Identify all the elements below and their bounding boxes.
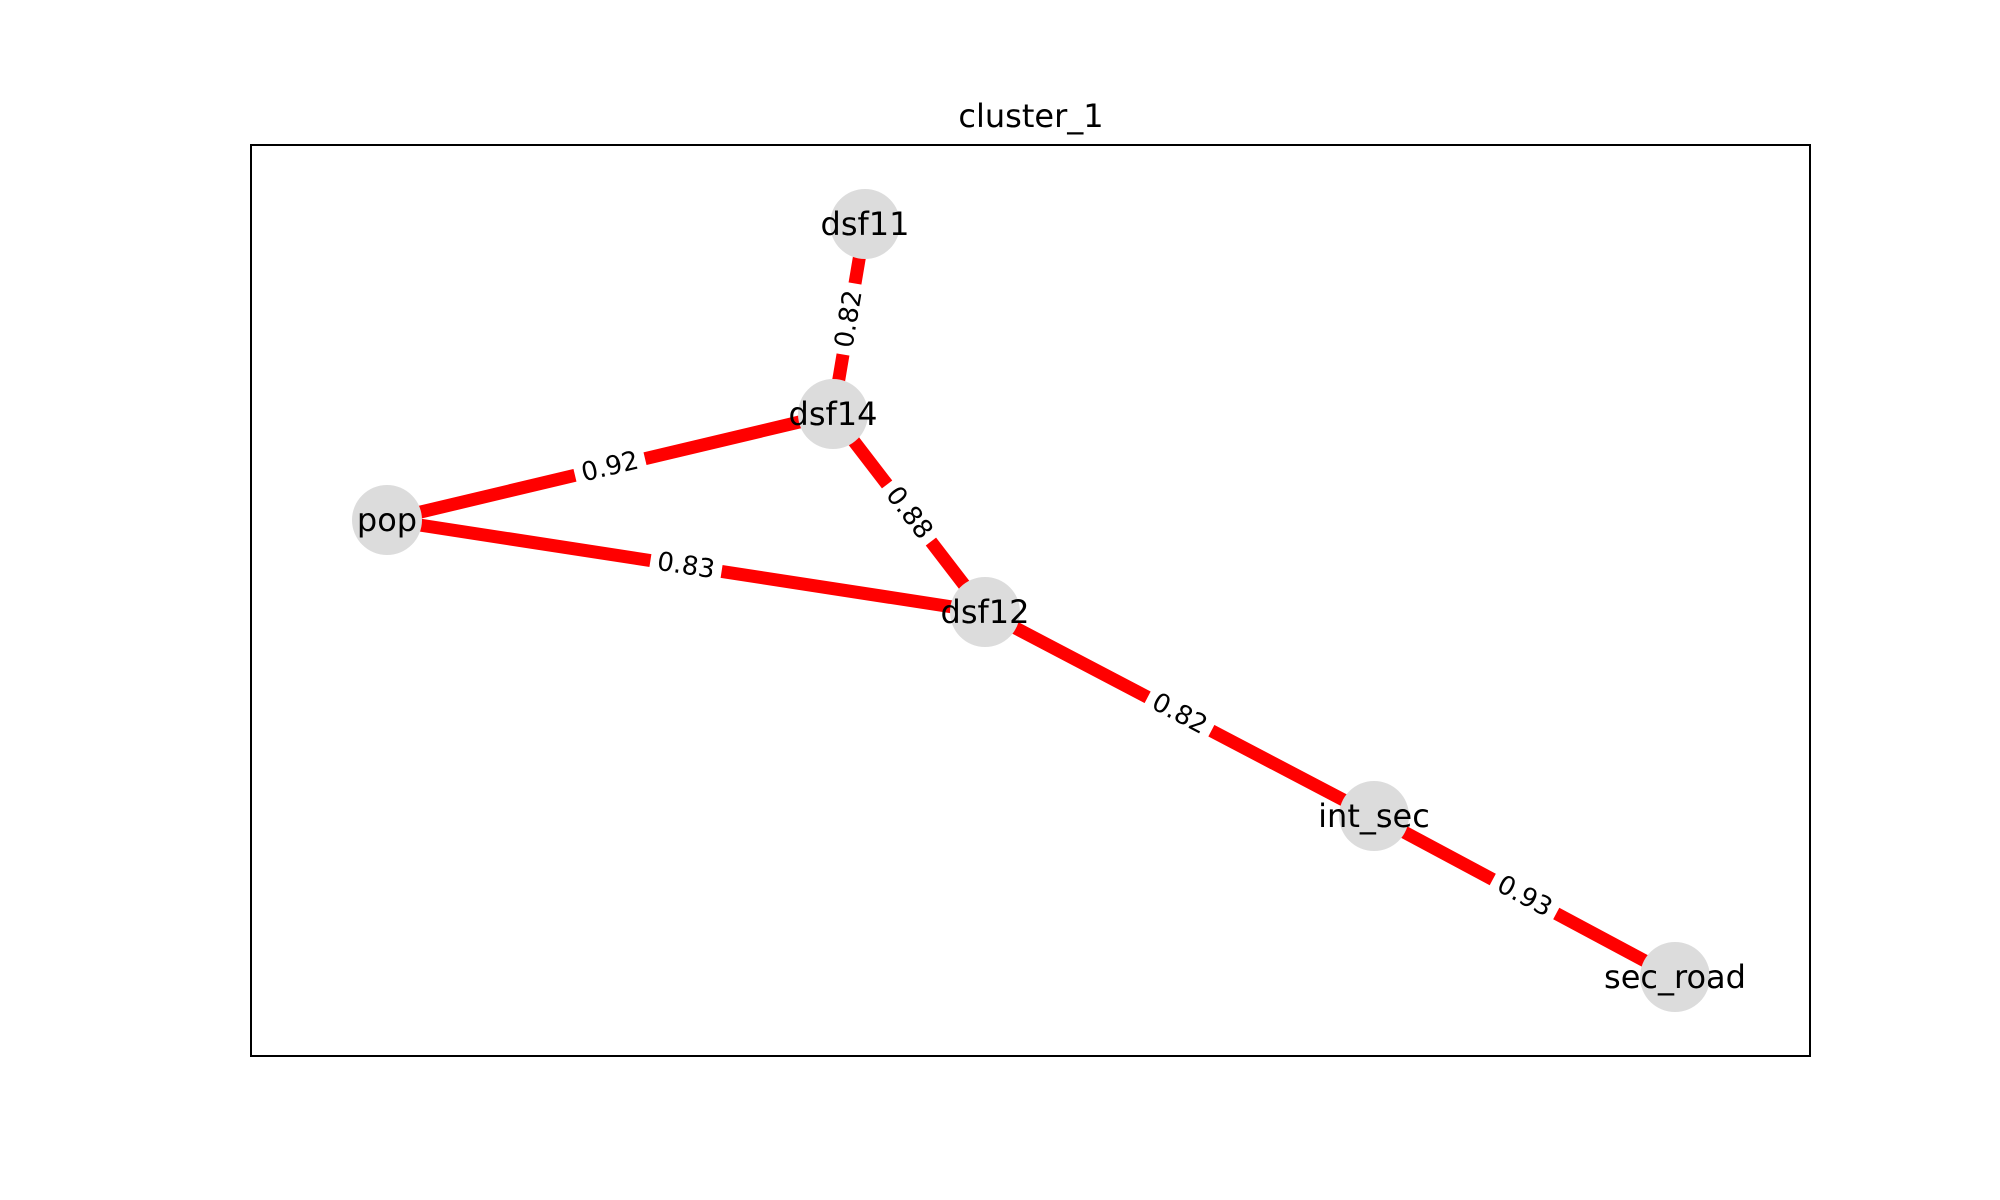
edge-label-background [570, 441, 650, 493]
plot-frame [250, 144, 1811, 1057]
nodes-layer: dsf11 dsf14 pop dsf12 int_sec sec_road [352, 189, 1746, 1012]
node-circle [1339, 781, 1409, 851]
edge-labels-layer: 0.820.920.880.830.820.93 [570, 280, 1565, 930]
node-int_sec: int_sec [1318, 781, 1430, 851]
edge-weight-label: 0.82 [1139, 681, 1220, 747]
node-label: pop [357, 501, 417, 539]
node-pop: pop [352, 485, 422, 555]
edge-weight-label: 0.82 [825, 280, 873, 358]
node-label: sec_road [1604, 958, 1746, 996]
node-label: int_sec [1318, 797, 1430, 835]
edge-weight-label: 0.93 [1484, 863, 1565, 930]
edge-label-background [872, 473, 946, 553]
edges-layer [385, 222, 1679, 983]
edge-label-background [825, 280, 873, 358]
edge-weight-label: 0.83 [647, 542, 725, 590]
node-label: dsf12 [941, 593, 1030, 631]
edge-weight-text: 0.92 [578, 446, 641, 489]
node-dsf11: dsf11 [821, 189, 910, 259]
chart-title: cluster_1 [958, 97, 1103, 135]
node-label: dsf14 [789, 395, 878, 433]
node-dsf12: dsf12 [941, 577, 1030, 647]
edge-label-background [647, 542, 725, 590]
node-circle [830, 189, 900, 259]
edge-label-background [1484, 863, 1565, 930]
node-sec_road: sec_road [1604, 942, 1746, 1012]
node-label: dsf11 [821, 205, 910, 243]
edge-label-background [1139, 681, 1220, 747]
node-circle [1640, 942, 1710, 1012]
node-circle [352, 485, 422, 555]
node-circle [950, 577, 1020, 647]
node-dsf14: dsf14 [789, 379, 878, 449]
node-circle [798, 379, 868, 449]
edge-weight-label: 0.92 [570, 441, 650, 493]
